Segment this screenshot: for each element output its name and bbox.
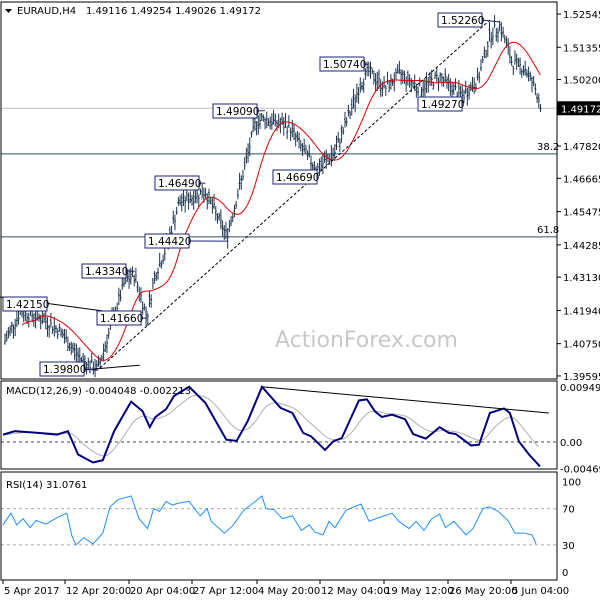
time-tick-label: 27 Apr 12:00 bbox=[193, 586, 258, 597]
pivot-label-text: 1.52260 bbox=[441, 15, 484, 27]
pivot-label-text: 1.42150 bbox=[6, 299, 49, 311]
current-price-label: 1.49172 bbox=[561, 104, 600, 115]
watermark: ActionForex.com bbox=[275, 328, 458, 353]
time-tick-label: 5 Apr 2017 bbox=[4, 586, 59, 597]
pivot-label: 1.49270 bbox=[418, 97, 464, 111]
pivot-label-text: 1.49090 bbox=[216, 106, 259, 118]
price-tick-label: 1.45475 bbox=[563, 208, 600, 219]
macd-title: MACD(12,26,9) -0.004048 -0.002213 bbox=[6, 386, 191, 397]
time-tick-label: 26 May 20:00 bbox=[449, 586, 518, 597]
price-tick-label: 1.51355 bbox=[563, 43, 600, 54]
macd-tick-label: 0.00 bbox=[560, 438, 582, 449]
price-tick-label: 1.50200 bbox=[563, 76, 600, 87]
pivot-label: 1.50740 bbox=[320, 57, 368, 71]
price-tick-label: 1.41940 bbox=[563, 306, 600, 317]
pivot-label: 1.41660 bbox=[97, 311, 147, 325]
time-tick-label: 12 May 04:00 bbox=[321, 586, 390, 597]
price-tick-label: 1.40750 bbox=[563, 340, 600, 351]
fib-level-label: 38.2 bbox=[537, 142, 559, 153]
rsi-tick-label: 70 bbox=[562, 505, 575, 516]
pivot-label-text: 1.41660 bbox=[100, 313, 143, 325]
pivot-label-text: 1.44420 bbox=[148, 236, 191, 248]
price-tick-label: 1.44285 bbox=[563, 241, 600, 252]
symbol-label: EURAUD,H4 bbox=[17, 6, 76, 17]
time-tick-label: 5 Jun 04:00 bbox=[512, 586, 569, 597]
time-tick-label: 20 Apr 04:00 bbox=[130, 586, 195, 597]
pivot-label-text: 1.46690 bbox=[276, 172, 319, 184]
time-tick-label: 4 May 20:00 bbox=[258, 586, 320, 597]
ohlc-values: 1.49116 1.49254 1.49026 1.49172 bbox=[86, 6, 261, 17]
price-tick-label: 1.43130 bbox=[563, 273, 600, 284]
rsi-tick-label: 30 bbox=[562, 541, 575, 552]
pivot-label: 1.43340 bbox=[82, 264, 135, 278]
price-tick-label: 1.46665 bbox=[563, 174, 600, 185]
pivot-label-text: 1.46490 bbox=[158, 178, 201, 190]
pivot-label: 1.42150 bbox=[3, 297, 49, 311]
price-tick-label: 1.52545 bbox=[563, 10, 600, 21]
time-tick-label: 12 Apr 20:00 bbox=[66, 586, 131, 597]
price-tick-label: 1.39595 bbox=[563, 372, 600, 383]
macd-tick-label: 0.009493 bbox=[560, 383, 600, 394]
time-tick-label: 19 May 12:00 bbox=[385, 586, 454, 597]
fib-level-label: 61.8 bbox=[537, 225, 559, 236]
pivot-label: 1.49090 bbox=[213, 104, 265, 118]
pivot-label: 1.46490 bbox=[155, 176, 205, 190]
pivot-label: 1.46690 bbox=[273, 170, 319, 184]
pivot-label-text: 1.39800 bbox=[43, 364, 86, 376]
rsi-title: RSI(14) 31.0761 bbox=[6, 480, 87, 491]
macd-tick-label: -0.004693 bbox=[560, 465, 600, 476]
price-tick-label: 1.47820 bbox=[563, 142, 600, 153]
pivot-label-text: 1.43340 bbox=[85, 266, 128, 278]
pivot-label-text: 1.49270 bbox=[421, 99, 464, 111]
rsi-tick-label: 0 bbox=[562, 568, 568, 579]
pivot-label-text: 1.50740 bbox=[323, 59, 366, 71]
header: EURAUD,H4 1.49116 1.49254 1.49026 1.4917… bbox=[5, 6, 261, 17]
rsi-tick-label: 100 bbox=[562, 478, 581, 489]
